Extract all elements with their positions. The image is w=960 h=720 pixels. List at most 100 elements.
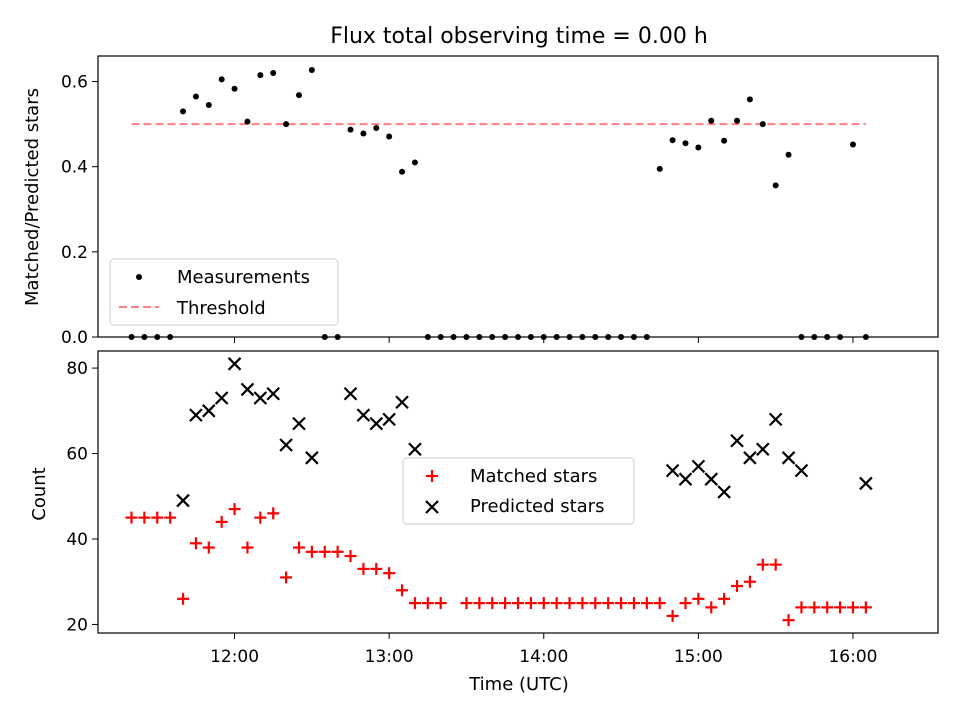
predicted-stars-point (743, 451, 757, 465)
measurement-point (527, 334, 534, 340)
matched-stars-point (241, 541, 254, 554)
measurement-point (450, 334, 457, 340)
matched-stars-point (718, 592, 731, 605)
measurement-point (656, 165, 663, 172)
predicted-stars-point (859, 476, 873, 491)
measurement-point (167, 334, 174, 340)
measurement-point (270, 70, 277, 77)
measurement-point (437, 334, 444, 340)
matched-stars-point (666, 609, 679, 622)
count-legend: Matched stars Predicted stars (402, 457, 635, 525)
predicted-stars-point (408, 442, 422, 457)
ratio-y-tick-label: 0.6 (61, 73, 88, 93)
measurement-point (360, 130, 367, 137)
measurement-point (244, 118, 251, 125)
matched-stars-point (151, 511, 164, 524)
predicted-stars-point (253, 391, 268, 405)
ratio-panel: 0.0 0.2 0.4 0.6 Matched/Predicted stars Mea… (22, 55, 939, 348)
matched-stars-point (834, 601, 847, 614)
measurement-point (734, 117, 741, 124)
predicted-stars-point (678, 472, 693, 486)
matched-stars-point (138, 511, 151, 524)
count-x-tick-label: 12:00 (210, 647, 259, 667)
measurement-point (849, 141, 856, 148)
predicted-stars-point (794, 463, 809, 478)
matched-stars-point (782, 614, 795, 627)
measurement-point (489, 334, 496, 340)
matched-stars-point (821, 601, 834, 614)
measurement-point (283, 121, 290, 128)
ratio-y-tick-label: 0.0 (61, 328, 88, 348)
matched-stars-point (615, 597, 628, 610)
measurement-point (798, 334, 805, 340)
matched-stars-point (202, 541, 215, 554)
legend-measurements-marker (136, 274, 142, 280)
predicted-stars-point (266, 386, 280, 401)
matched-stars-point (434, 597, 447, 610)
measurement-point (257, 72, 264, 79)
measurement-point (759, 121, 766, 128)
matched-stars-point (396, 584, 409, 597)
legend-matched-marker (426, 470, 438, 482)
ratio-legend-box (109, 258, 339, 326)
matched-stars-point (292, 541, 305, 554)
matched-stars-point (512, 597, 524, 610)
matched-stars-point (177, 592, 190, 605)
measurement-point (347, 126, 354, 133)
matched-stars-point (846, 601, 859, 614)
measurement-point (824, 334, 831, 340)
measurement-point (566, 334, 573, 340)
matched-stars-point (679, 597, 692, 610)
matched-stars-point (383, 567, 396, 580)
predicted-stars-point (382, 412, 396, 427)
measurement-point (772, 182, 779, 189)
measurement-point (386, 133, 393, 140)
count-x-tick-label: 13:00 (365, 647, 414, 667)
legend-predicted-label: Predicted stars (470, 496, 604, 517)
predicted-stars-point (240, 382, 255, 397)
measurement-point (811, 334, 818, 340)
matched-stars-point (254, 511, 267, 524)
predicted-stars-point (279, 438, 293, 452)
measurement-points (128, 67, 869, 340)
count-x-ticks: 12:00 13:00 14:00 15:00 16:00 (210, 633, 877, 667)
matched-stars-point (808, 601, 821, 614)
measurement-point (154, 334, 161, 340)
matched-stars-point (653, 597, 666, 610)
measurement-point (746, 96, 753, 103)
ratio-legend: Measurements Threshold (109, 258, 339, 326)
legend-threshold-label: Threshold (176, 298, 266, 319)
matched-stars-point (627, 597, 640, 610)
matched-stars-point (731, 580, 744, 592)
measurement-point (141, 334, 148, 340)
measurement-point (502, 334, 509, 340)
matched-stars-point (563, 597, 576, 610)
predicted-stars-point (781, 451, 796, 465)
matched-stars-point (357, 562, 370, 575)
measurement-point (231, 85, 238, 92)
matched-stars-point (125, 511, 138, 524)
measurement-point (605, 334, 612, 340)
measurement-point (540, 334, 547, 340)
ratio-y-axis-label: Matched/Predicted stars (22, 88, 43, 306)
matched-stars-point (305, 545, 318, 558)
matched-stars-point (537, 597, 550, 610)
predicted-stars-points (176, 357, 873, 508)
matched-stars-point (692, 592, 705, 605)
count-y-axis-label: Count (29, 467, 50, 520)
matched-stars-point (164, 511, 177, 524)
matched-stars-point (318, 545, 331, 558)
measurement-point (682, 140, 689, 147)
matched-stars-point (859, 601, 872, 614)
matched-stars-point (576, 597, 589, 610)
matched-stars-point (280, 571, 293, 584)
ratio-y-tick-label: 0.4 (61, 158, 88, 178)
count-y-ticks: 20 40 60 80 (66, 359, 98, 635)
legend-predicted-marker (425, 500, 439, 514)
measurement-point (862, 334, 869, 340)
count-y-tick-label: 20 (66, 615, 88, 635)
measurement-point (630, 334, 637, 340)
matched-stars-point (331, 545, 344, 558)
measurement-point (785, 151, 792, 158)
